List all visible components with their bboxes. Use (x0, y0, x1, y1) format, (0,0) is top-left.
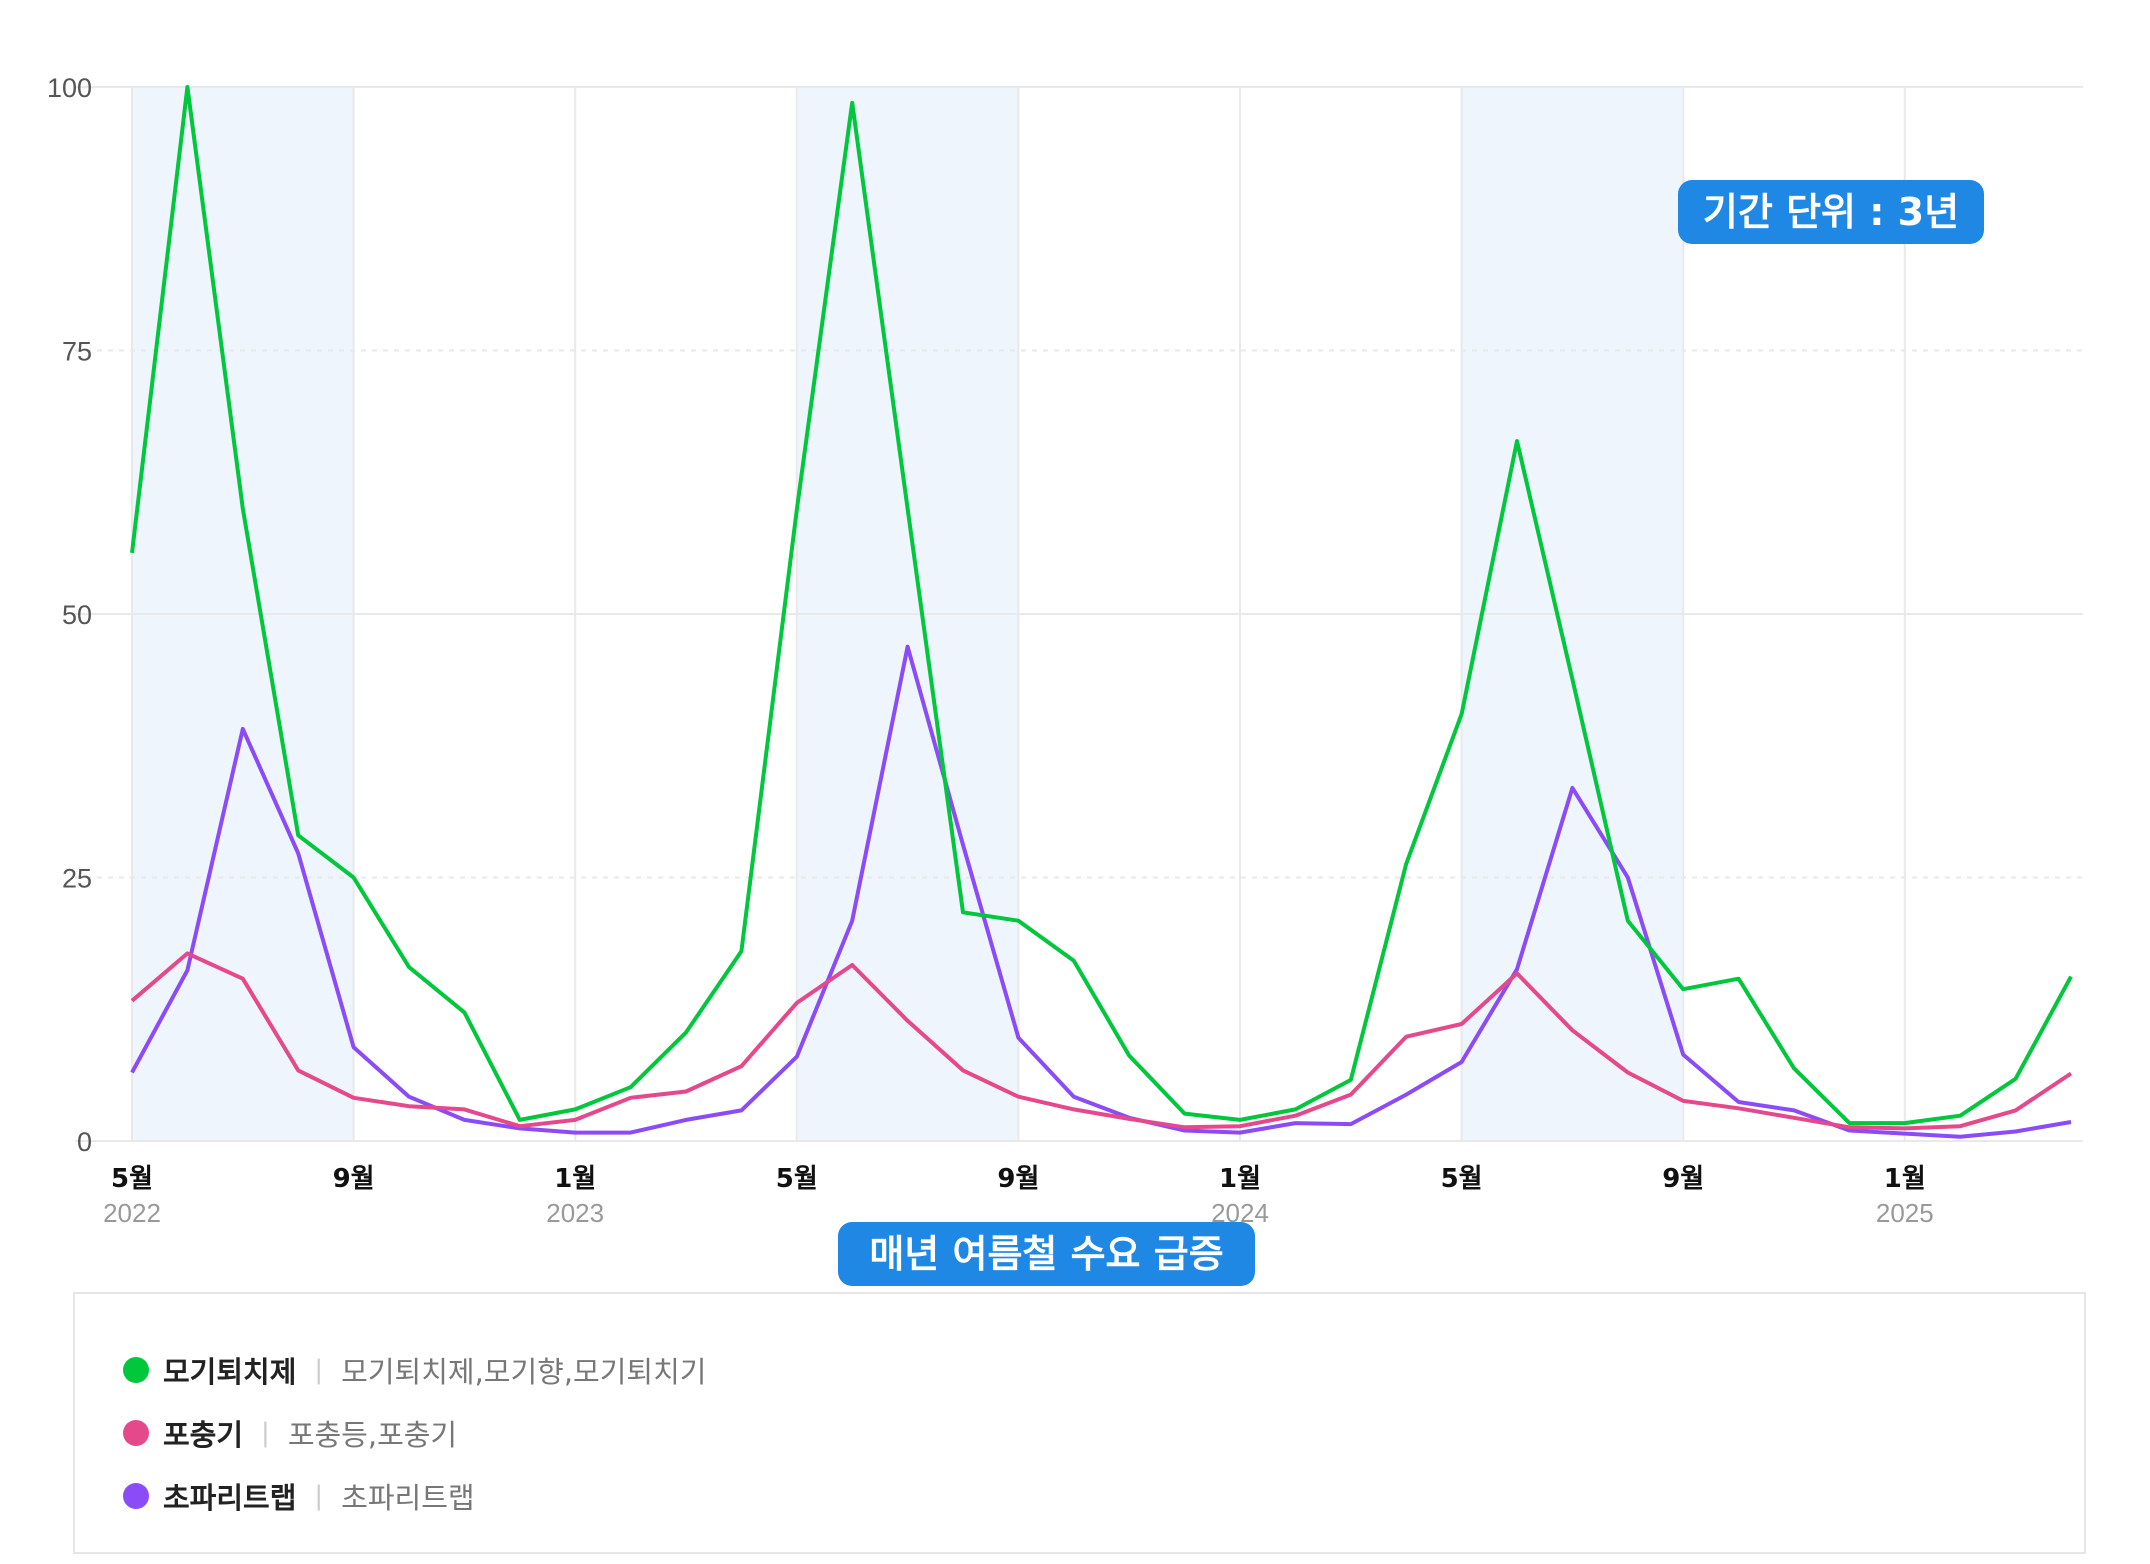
legend-item-insect-trap[interactable]: 포충기 | 포충등,포충기 (123, 1413, 457, 1453)
x-tick-month: 5월 (776, 1164, 818, 1194)
pink-dot-icon (123, 1420, 149, 1446)
x-tick-month: 1월 (1219, 1164, 1261, 1194)
x-tick-year: 2025 (1876, 1198, 1934, 1228)
series-line (130, 951, 2073, 1131)
series-line (130, 85, 2073, 1126)
y-tick-label: 100 (47, 73, 92, 103)
y-axis: 0 25 50 75 100 (47, 73, 92, 1157)
x-tick-month: 5월 (1441, 1164, 1483, 1194)
legend-label: 포충기 (163, 1418, 244, 1452)
y-tick-label: 25 (62, 864, 92, 894)
series-line (130, 644, 2072, 1139)
legend-item-fruit-fly-trap[interactable]: 초파리트랩 | 초파리트랩 (123, 1476, 475, 1516)
x-tick-year: 2022 (103, 1198, 161, 1228)
x-tick-year: 2023 (546, 1198, 604, 1228)
legend-separator: | (314, 1481, 324, 1511)
green-dot-icon (123, 1357, 149, 1383)
x-tick-month: 9월 (997, 1164, 1039, 1194)
chart-series-lines (130, 85, 2073, 1139)
legend-keywords: 포충등,포충기 (287, 1418, 458, 1452)
chart-grid (75, 86, 2083, 1142)
legend-separator: | (314, 1355, 324, 1385)
legend-keywords: 모기퇴치제,모기향,모기퇴치기 (341, 1355, 707, 1389)
x-tick-month: 9월 (333, 1164, 375, 1194)
legend-separator: | (261, 1418, 270, 1448)
x-tick-month: 1월 (1884, 1164, 1926, 1194)
chart-legend: 모기퇴치제 | 모기퇴치제,모기향,모기퇴치기 포충기 | 포충등,포충기 초파… (73, 1292, 2086, 1554)
y-tick-label: 50 (62, 600, 92, 630)
purple-dot-icon (123, 1483, 149, 1509)
summer-demand-badge: 매년 여름철 수요 급증 (838, 1222, 1255, 1286)
x-tick-month: 9월 (1662, 1164, 1704, 1194)
y-tick-label: 75 (62, 337, 92, 367)
y-tick-label: 0 (77, 1127, 92, 1157)
legend-label: 초파리트랩 (163, 1481, 297, 1515)
legend-keywords: 초파리트랩 (341, 1481, 475, 1515)
legend-label: 모기퇴치제 (163, 1355, 297, 1389)
x-tick-month: 1월 (554, 1164, 596, 1194)
x-tick-month: 5월 (111, 1164, 153, 1194)
period-unit-badge: 기간 단위 : 3년 (1678, 180, 1984, 244)
legend-item-mosquito-repellent[interactable]: 모기퇴치제 | 모기퇴치제,모기향,모기퇴치기 (123, 1350, 706, 1390)
